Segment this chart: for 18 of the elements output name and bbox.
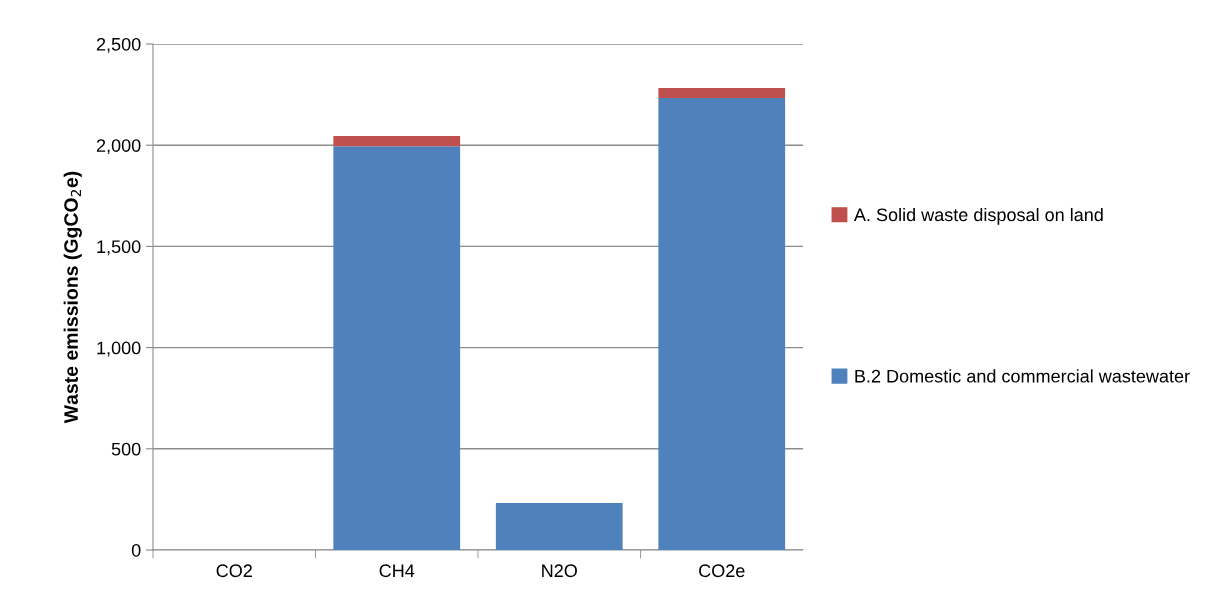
y-tick-label: 1,500 bbox=[97, 240, 141, 256]
bar bbox=[495, 503, 623, 550]
bar bbox=[333, 136, 461, 147]
y-tick-label: 2,500 bbox=[96, 37, 141, 53]
x-tick-label: CO2e bbox=[699, 564, 745, 578]
y-tick-label: 500 bbox=[111, 442, 141, 456]
bar bbox=[333, 146, 461, 550]
y-tick-label: 0 bbox=[131, 543, 141, 557]
bar bbox=[658, 87, 786, 99]
bar bbox=[658, 98, 786, 550]
x-tick-label: N2O bbox=[542, 564, 577, 578]
x-tick-label: CO2 bbox=[216, 564, 252, 578]
y-axis-title: Waste emissions (GgCO$_{2}$e) bbox=[63, 171, 82, 424]
legend-label: A. Solid waste disposal on land bbox=[853, 207, 1103, 225]
x-tick-label: CH4 bbox=[379, 564, 415, 578]
y-tick-label: 2,000 bbox=[96, 139, 141, 155]
legend-label: B.2 Domestic and commercial wastewater bbox=[855, 369, 1190, 383]
y-tick-label: 1,000 bbox=[97, 341, 141, 357]
